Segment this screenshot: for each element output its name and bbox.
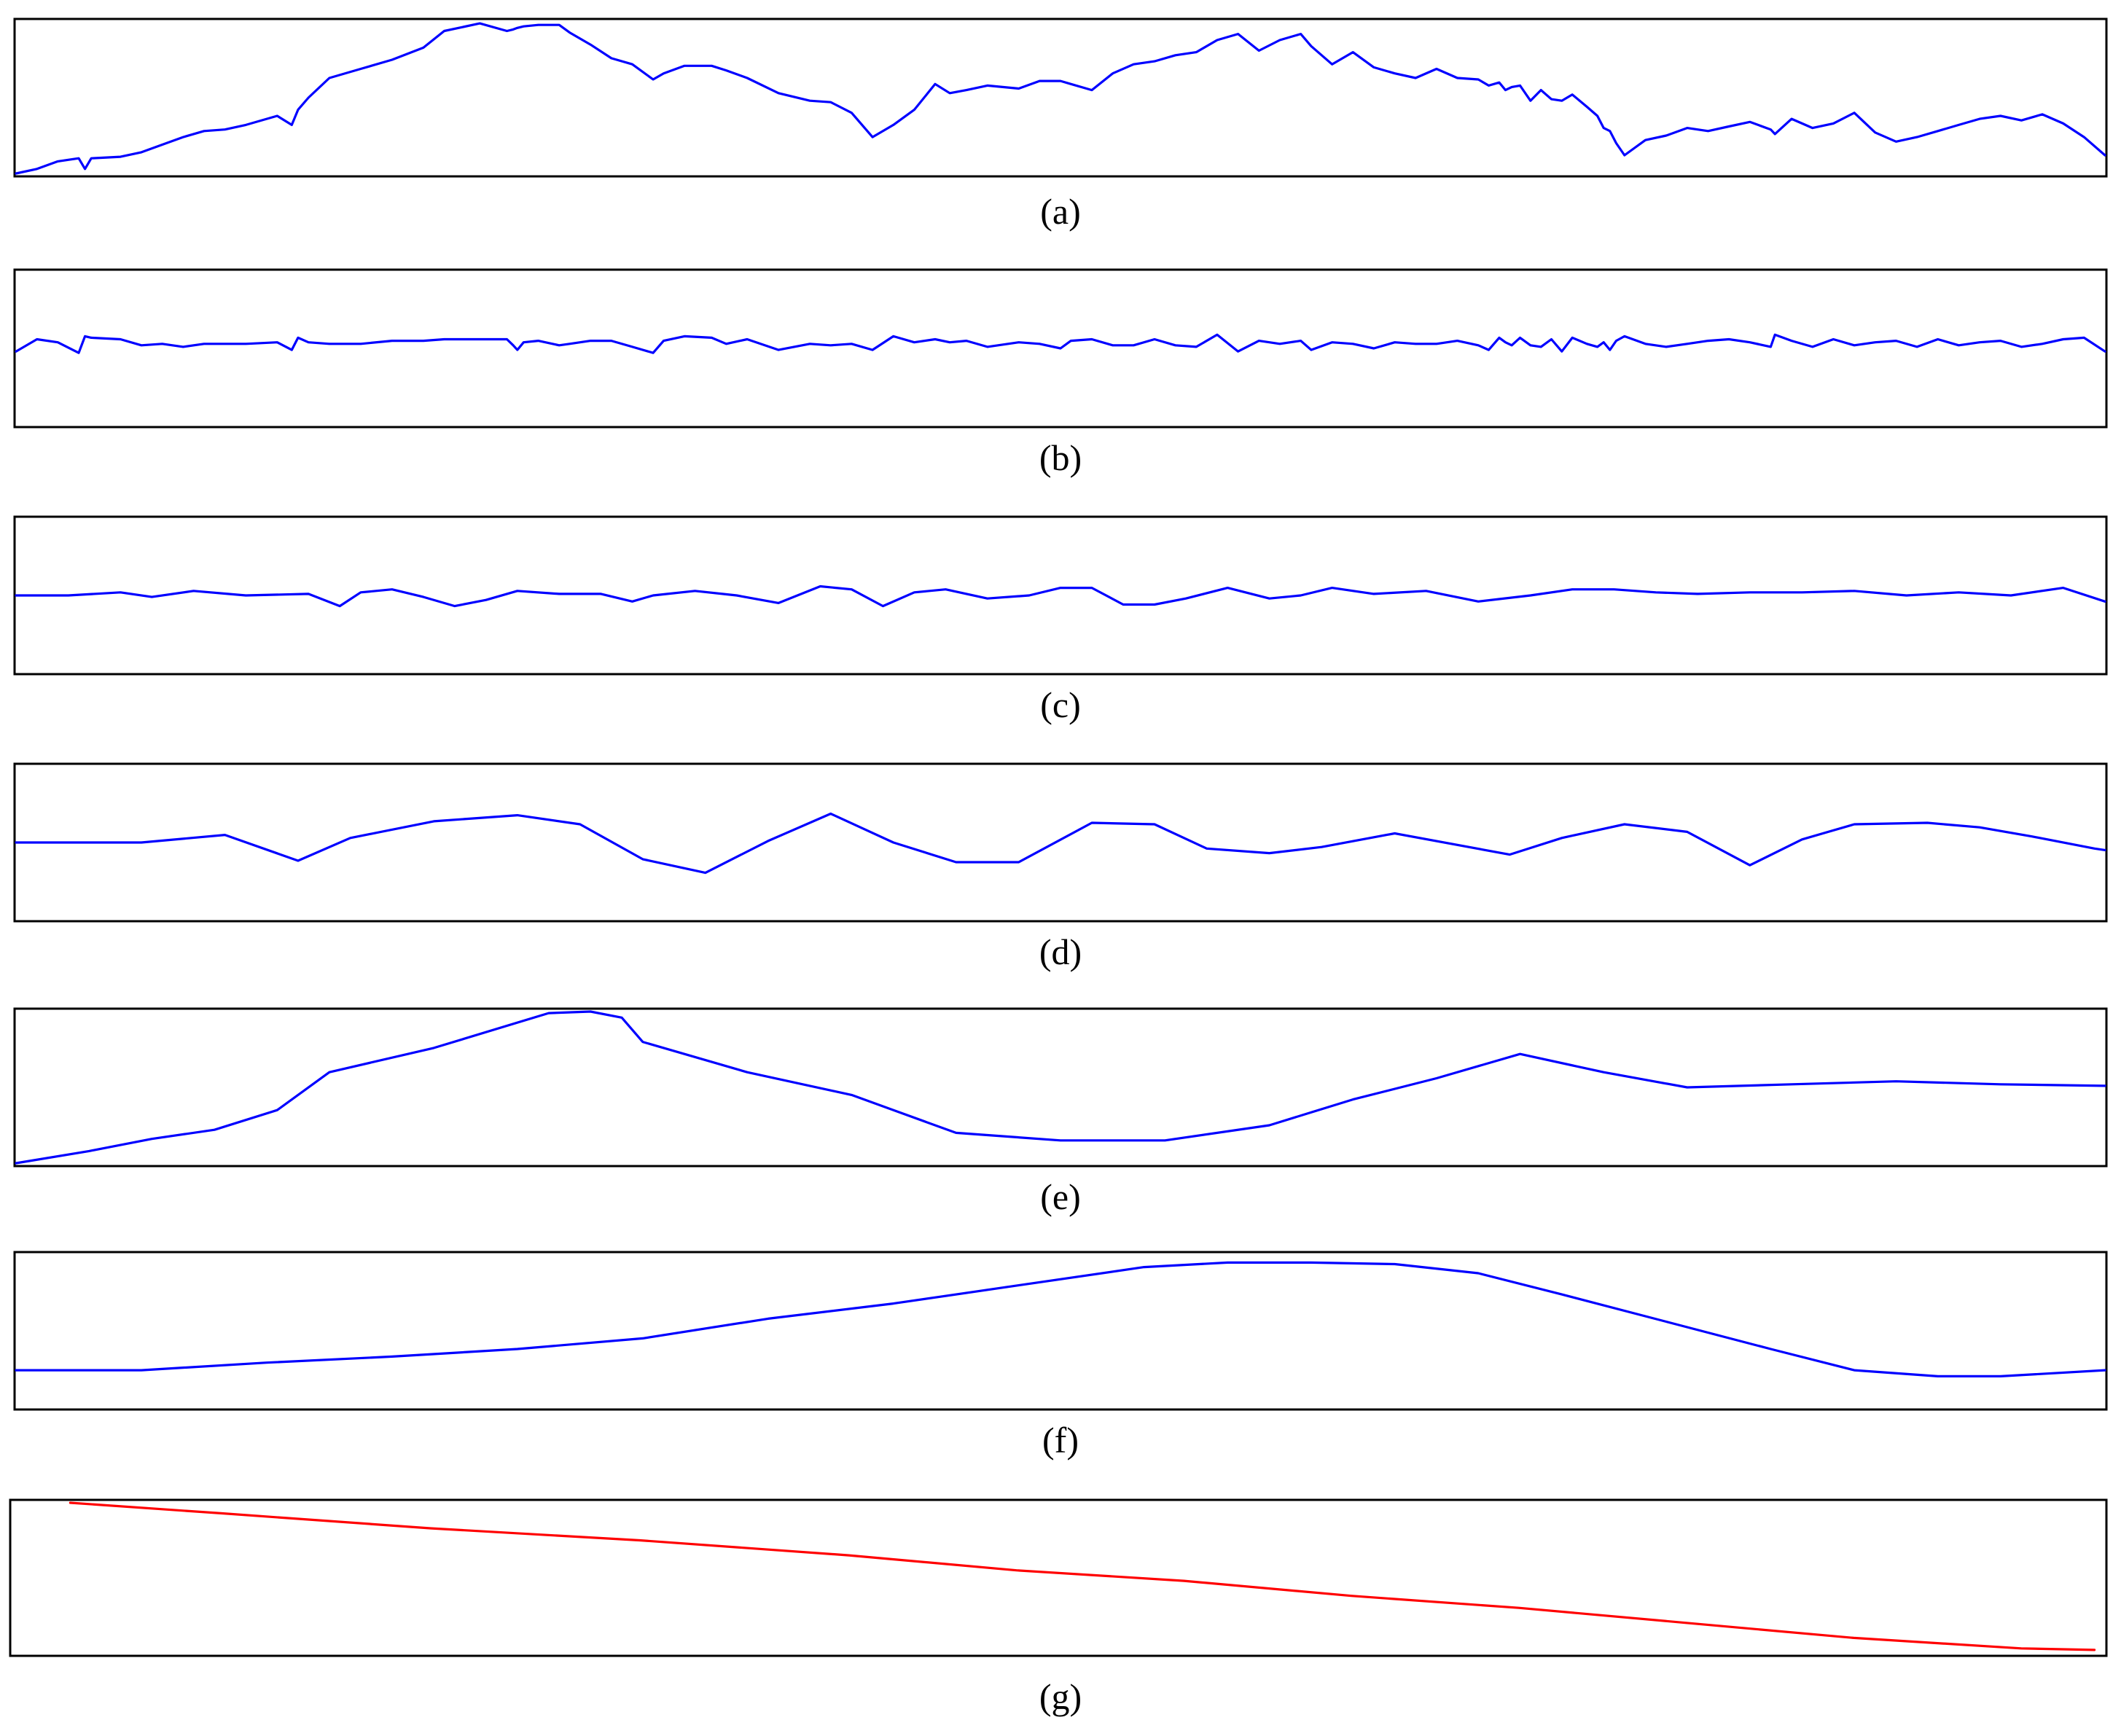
plot-c <box>13 515 2108 676</box>
plot-frame <box>9 1498 2108 1657</box>
plot-frame <box>13 762 2108 923</box>
series-line <box>15 22 2106 175</box>
panel-g: (g) <box>0 1498 2121 1726</box>
series-line <box>15 584 2106 608</box>
plot-frame <box>13 1007 2108 1168</box>
series-line <box>69 1501 2096 1651</box>
panel-a: (a) <box>0 17 2121 241</box>
panel-caption: (b) <box>1039 437 1082 478</box>
series-line <box>15 333 2106 354</box>
panel-e: (e) <box>0 1007 2121 1226</box>
panel-caption: (a) <box>1040 191 1081 232</box>
plot-a <box>13 17 2108 178</box>
series-line <box>15 1010 2106 1165</box>
plot-frame <box>13 17 2108 178</box>
plot-frame <box>13 515 2108 676</box>
panel-caption: (c) <box>1040 684 1081 725</box>
panel-f: (f) <box>0 1251 2121 1469</box>
plot-frame <box>13 1251 2108 1411</box>
panel-caption: (d) <box>1039 931 1082 972</box>
plot-b <box>13 268 2108 429</box>
panel-c: (c) <box>0 515 2121 734</box>
panel-caption: (e) <box>1040 1176 1081 1217</box>
plot-e <box>13 1007 2108 1168</box>
panel-caption: (f) <box>1042 1420 1079 1461</box>
panel-caption: (g) <box>1039 1676 1082 1717</box>
series-line <box>15 1261 2106 1377</box>
plot-d <box>13 762 2108 923</box>
panel-d: (d) <box>0 762 2121 981</box>
plot-frame <box>13 268 2108 429</box>
series-line <box>15 812 2106 875</box>
panel-b: (b) <box>0 268 2121 487</box>
plot-f <box>13 1251 2108 1411</box>
plot-g <box>9 1498 2108 1657</box>
